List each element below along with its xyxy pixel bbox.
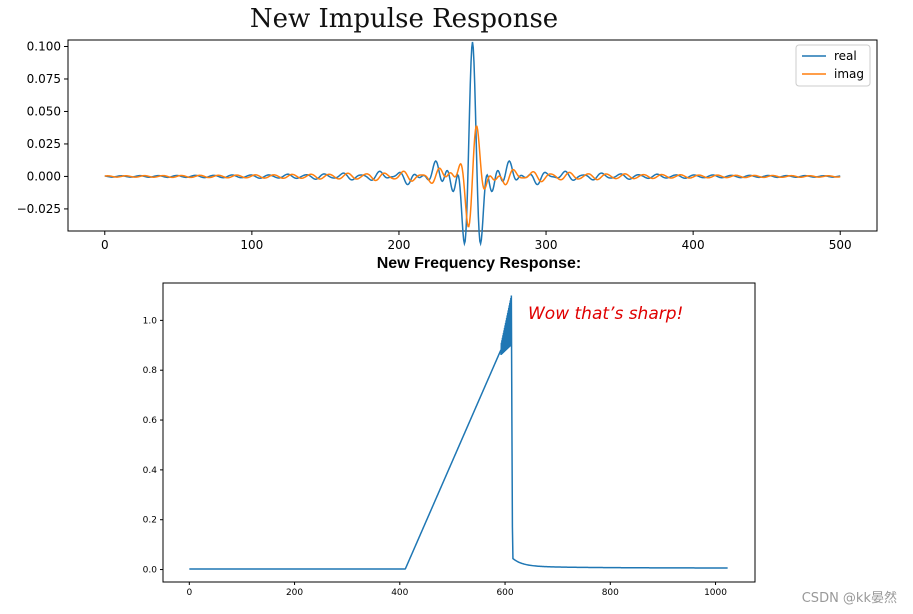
y-tick-label: 0.2 xyxy=(143,516,157,526)
series-line-imag xyxy=(104,125,841,228)
y-tick-label: 0.8 xyxy=(143,366,158,376)
x-tick-label: 300 xyxy=(535,238,558,252)
x-tick-label: 200 xyxy=(388,238,411,252)
x-tick-label: 200 xyxy=(286,588,303,598)
y-tick-label: −0.025 xyxy=(17,202,61,216)
x-tick-label: 400 xyxy=(682,238,705,252)
impulse-chart-title: New Impulse Response xyxy=(249,4,559,34)
x-tick-label: 1000 xyxy=(704,588,727,598)
series-line-real xyxy=(104,41,841,247)
watermark: CSDN @kk晏然 xyxy=(801,591,897,606)
y-tick-label: 0.050 xyxy=(27,104,61,118)
legend: real imag xyxy=(795,44,871,87)
frequency-axes-frame xyxy=(162,282,756,583)
y-tick-label: 0.025 xyxy=(27,137,61,151)
impulse-axes-frame xyxy=(67,39,878,232)
frequency-chart-title: New Frequency Response: xyxy=(376,255,582,272)
x-tick-label: 500 xyxy=(829,238,852,252)
legend-label-imag: imag xyxy=(834,67,864,81)
y-tick-label: 0.075 xyxy=(27,72,61,86)
y-tick-label: 0.000 xyxy=(27,169,61,183)
y-tick-label: 0.6 xyxy=(143,416,158,426)
x-tick-label: 0 xyxy=(186,588,192,598)
x-tick-label: 0 xyxy=(101,238,109,252)
y-tick-label: 0.4 xyxy=(143,466,158,476)
y-tick-label: 1.0 xyxy=(143,316,158,326)
x-tick-label: 800 xyxy=(602,588,619,598)
x-tick-label: 600 xyxy=(496,588,513,598)
series-line-response xyxy=(189,295,728,570)
annotation-text: Wow that’s sharp! xyxy=(528,304,683,324)
frequency-response-chart: 0.0 0.2 0.4 0.6 0.8 1.0 0 200 400 600 800 1000 Wow… xyxy=(143,282,756,598)
impulse-response-chart: −0.025 0.000 0.025 0.050 0.075 0.100 0 100 200 3… xyxy=(17,39,878,252)
x-tick-label: 400 xyxy=(391,588,408,598)
y-tick-label: 0.100 xyxy=(27,39,61,53)
x-tick-label: 100 xyxy=(240,238,263,252)
legend-label-real: real xyxy=(834,49,857,63)
y-tick-label: 0.0 xyxy=(143,566,158,576)
